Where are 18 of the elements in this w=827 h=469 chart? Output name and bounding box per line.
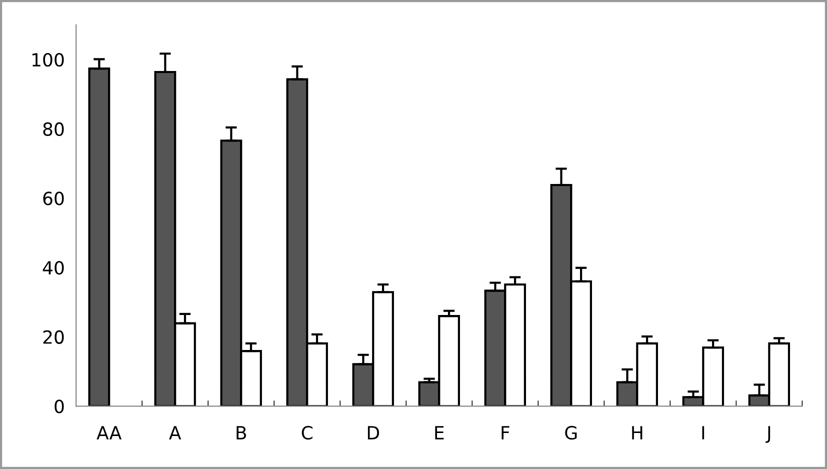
x-tick-label: F: [502, 426, 510, 440]
x-tick-label: H: [632, 426, 642, 440]
bar: [88, 67, 110, 406]
y-tick-label: 60: [43, 192, 64, 206]
x-tick-label: E: [435, 426, 444, 440]
y-tick-label: 80: [43, 122, 64, 136]
x-tick-label: D: [368, 426, 380, 440]
y-tick-label: 0: [54, 400, 64, 414]
x-tick-label: G: [565, 426, 577, 440]
x-tick-label: A: [169, 426, 182, 440]
y-tick-label: 100: [32, 52, 64, 67]
y-tick-label: 40: [42, 260, 64, 275]
x-tick-label: C: [302, 426, 312, 440]
x-tick-label: I: [702, 426, 704, 440]
x-tick-label: AA: [96, 426, 122, 440]
x-tick-label: B: [236, 426, 246, 440]
y-tick-label: 20: [43, 330, 64, 344]
x-tick-label: J: [766, 426, 770, 443]
